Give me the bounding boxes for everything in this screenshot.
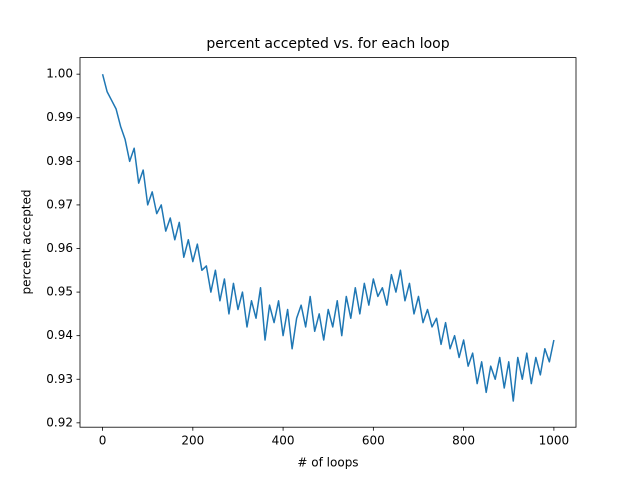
y-tick-label: 1.00: [46, 67, 73, 81]
x-tick-label: 600: [362, 434, 385, 448]
x-tick-label: 400: [272, 434, 295, 448]
y-tick-label: 0.96: [46, 241, 73, 255]
x-tick-label: 800: [452, 434, 475, 448]
x-tick-label: 200: [181, 434, 204, 448]
x-tick-label: 0: [99, 434, 107, 448]
y-tick-label: 0.93: [46, 372, 73, 386]
data-line: [101, 73, 555, 402]
y-tick-label: 0.95: [46, 285, 73, 299]
y-tick-label: 0.97: [46, 197, 73, 211]
y-tick-label: 0.92: [46, 415, 73, 429]
x-axis-label: # of loops: [297, 456, 358, 470]
chart-title: percent accepted vs. for each loop: [206, 36, 449, 52]
y-tick-label: 0.94: [46, 328, 73, 342]
x-tick-label: 1000: [539, 434, 570, 448]
y-axis-label: percent accepted: [20, 189, 34, 294]
y-tick-label: 0.99: [46, 110, 73, 124]
plot-frame: [79, 57, 577, 428]
y-tick-label: 0.98: [46, 154, 73, 168]
